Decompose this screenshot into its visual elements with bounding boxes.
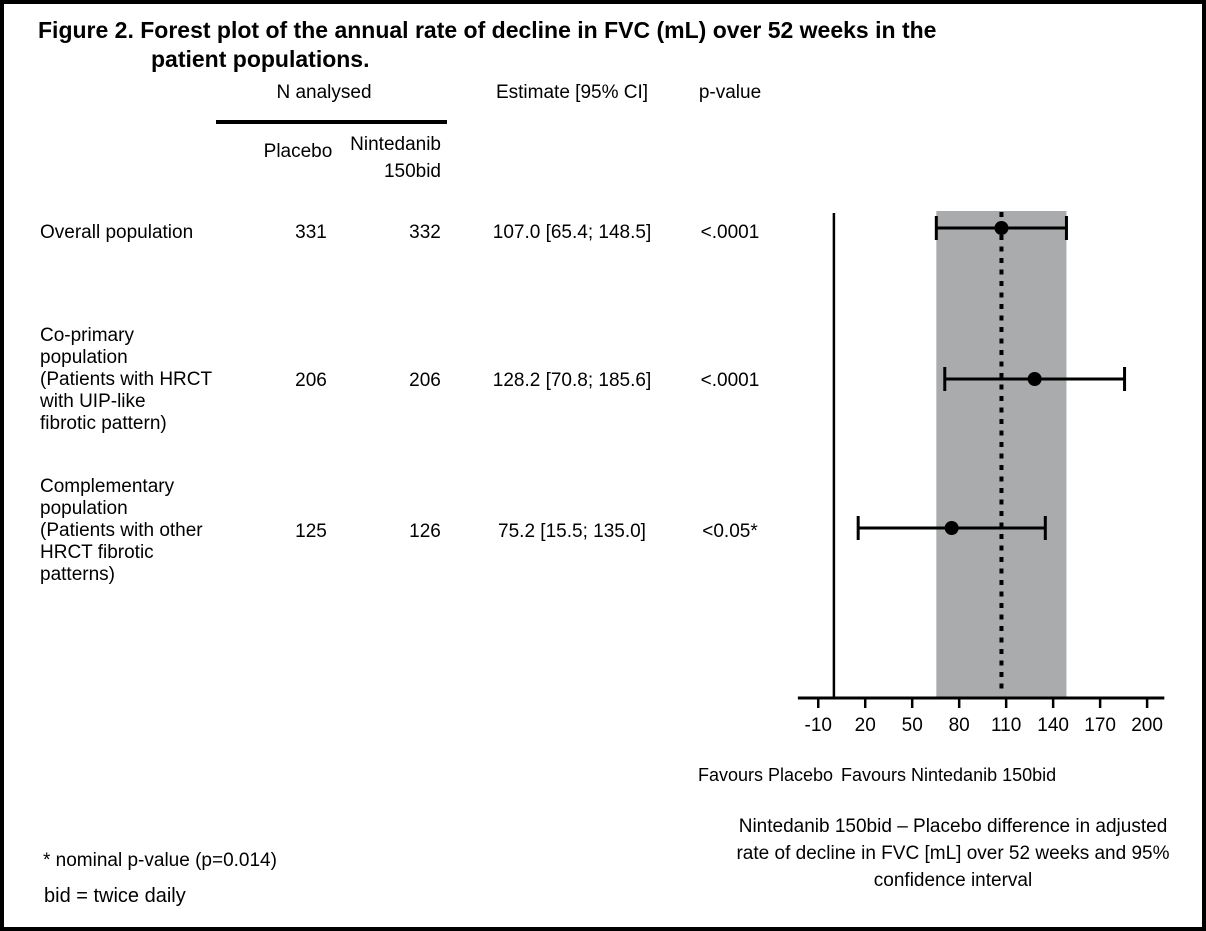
favours-nintedanib-label: Favours Nintedanib 150bid	[841, 765, 1057, 785]
figure-title-line1: Figure 2. Forest plot of the annual rate…	[38, 17, 937, 43]
row2-n-placebo: 206	[295, 370, 327, 391]
row-label-co-primary-population: Co-primary population (Patients with HRC…	[40, 325, 213, 434]
row2-p-value: <.0001	[700, 370, 760, 391]
col-header-p-value: p-value	[698, 82, 762, 103]
axis-caption: Nintedanib 150bid – Placebo difference i…	[736, 816, 1170, 891]
row1-n-nintedanib: 332	[409, 222, 441, 243]
estimate-marker	[1027, 372, 1042, 386]
row1-p-value: <.0001	[700, 222, 760, 243]
estimate-marker	[994, 221, 1009, 235]
x-axis-tick-label: 140	[1037, 715, 1069, 736]
row1-estimate-ci: 107.0 [65.4; 148.5]	[492, 222, 652, 243]
footnote-nominal-p-value: * nominal p-value (p=0.014)	[43, 850, 277, 871]
row3-estimate-ci: 75.2 [15.5; 135.0]	[498, 521, 646, 542]
col-header-placebo: Placebo	[263, 141, 333, 162]
x-axis-tick-label: 200	[1131, 715, 1163, 736]
x-axis-tick-label: 50	[902, 715, 923, 736]
row2-n-nintedanib: 206	[409, 370, 441, 391]
figure-title-line2: patient populations.	[151, 46, 370, 72]
row-label-overall-population: Overall population	[40, 222, 194, 243]
x-axis-tick-label: 20	[855, 715, 876, 736]
x-axis-tick-label: 170	[1084, 715, 1116, 736]
x-axis-tick-label: 110	[991, 715, 1021, 736]
header-rule	[216, 120, 447, 124]
row3-n-nintedanib: 126	[409, 521, 441, 542]
col-group-header-n-analysed: N analysed	[276, 82, 372, 103]
col-header-nintedanib-150bid: Nintedanib 150bid	[350, 134, 441, 182]
col-header-estimate-ci: Estimate [95% CI]	[495, 82, 649, 103]
row-label-complementary-population: Complementary population (Patients with …	[40, 476, 203, 585]
row3-n-placebo: 125	[295, 521, 327, 542]
footnote-bid-abbreviation: bid = twice daily	[44, 885, 186, 907]
x-axis-tick-label: 80	[949, 715, 970, 736]
favours-placebo-label: Favours Placebo	[698, 765, 834, 785]
x-axis-tick-label: -10	[805, 715, 832, 736]
estimate-marker	[944, 521, 959, 535]
row1-n-placebo: 331	[295, 222, 327, 243]
row2-estimate-ci: 128.2 [70.8; 185.6]	[492, 370, 652, 391]
row3-p-value: <0.05*	[702, 521, 758, 542]
